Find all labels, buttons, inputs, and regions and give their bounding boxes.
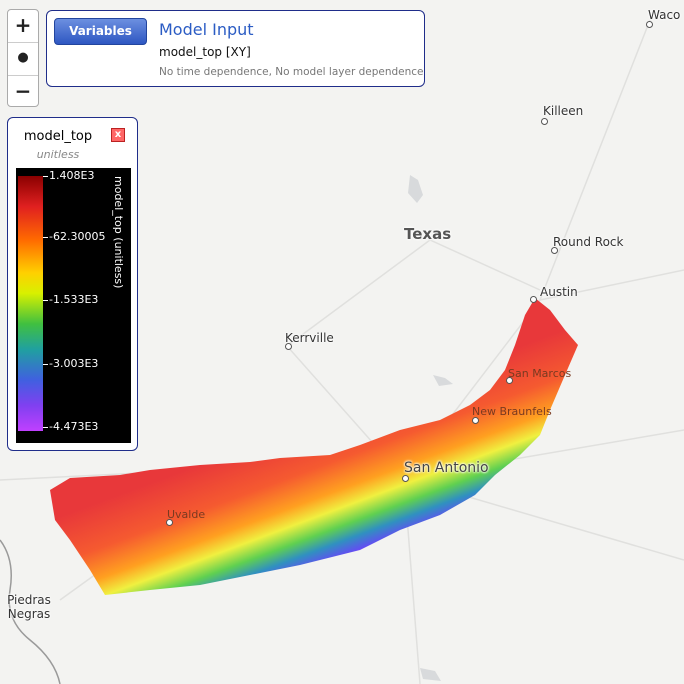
- colorbar-tick-label: -3.003E3: [49, 357, 99, 370]
- place-marker: [402, 475, 409, 482]
- place-label: Waco: [648, 8, 681, 22]
- river: [0, 539, 61, 684]
- colorbar-box: model_top (unitless) 1.408E3 -62.30005 -1.…: [16, 168, 131, 443]
- model-top-field: [50, 298, 578, 595]
- zoom-control: + ● −: [7, 9, 39, 107]
- colorbar-tick-label: 1.408E3: [49, 169, 95, 182]
- place-marker: [506, 377, 513, 384]
- variables-button[interactable]: Variables: [54, 18, 147, 45]
- place-marker: [646, 21, 653, 28]
- place-label: San Antonio: [404, 460, 489, 476]
- colorbar-tick: [43, 300, 48, 301]
- legend-panel: model_top x unitless model_top (unitless…: [7, 117, 138, 451]
- colorbar-tick: [43, 364, 48, 365]
- colorbar-tick: [43, 176, 48, 177]
- colorbar-axis-label: model_top (unitless): [112, 176, 125, 289]
- legend-title: model_top: [23, 129, 93, 144]
- place-marker: [472, 417, 479, 424]
- place-marker: [541, 118, 548, 125]
- colorbar-tick-label: -62.30005: [49, 230, 106, 243]
- legend-close[interactable]: x: [111, 128, 125, 142]
- zoom-out[interactable]: −: [14, 79, 32, 103]
- zoom-in[interactable]: +: [8, 10, 38, 43]
- place-marker: [551, 247, 558, 254]
- place-marker: [285, 343, 292, 350]
- colorbar-tick: [43, 427, 48, 428]
- place-label: Kerrville: [285, 331, 334, 345]
- place-label: Piedras Negras: [7, 593, 51, 621]
- place-label: Uvalde: [167, 508, 206, 521]
- place-marker: [530, 296, 537, 303]
- place-label: Round Rock: [553, 235, 624, 249]
- place-label: Austin: [540, 285, 578, 299]
- place-label: San Marcos: [508, 367, 572, 380]
- panel-title: Model Input: [159, 20, 254, 39]
- variable-name: model_top [XY]: [159, 45, 251, 59]
- info-panel: Variables Model Input model_top [XY] No …: [46, 10, 425, 87]
- legend-units: unitless: [36, 148, 80, 161]
- globe-button[interactable]: ●: [8, 43, 38, 76]
- colorbar-tick: [43, 237, 48, 238]
- place-label: Killeen: [543, 104, 584, 118]
- colorbar: [18, 176, 43, 431]
- place-label: New Braunfels: [472, 405, 552, 418]
- variable-note: No time dependence, No model layer depen…: [159, 66, 424, 78]
- place-marker: [166, 519, 173, 526]
- colorbar-tick-label: -1.533E3: [49, 293, 99, 306]
- colorbar-tick-label: -4.473E3: [49, 420, 99, 433]
- place-label: Texas: [404, 225, 452, 243]
